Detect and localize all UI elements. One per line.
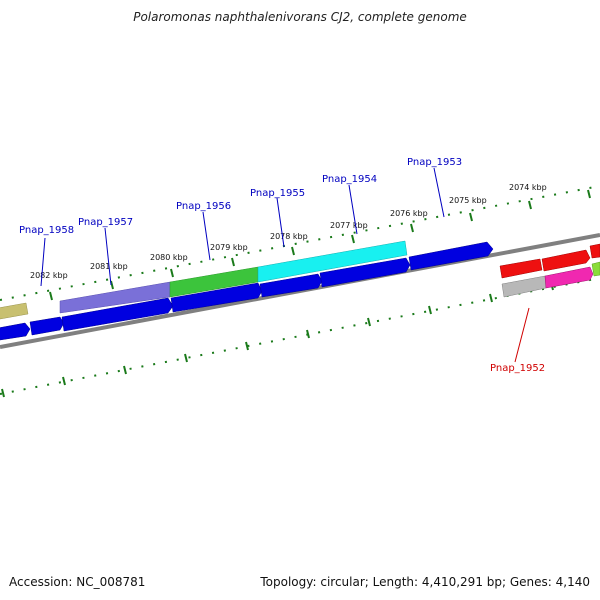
scale-label-2079: 2079 kbp bbox=[210, 243, 248, 252]
tick-2074 bbox=[528, 200, 532, 210]
lower-tick-4 bbox=[184, 353, 188, 363]
gene-pnap-1955[interactable] bbox=[257, 240, 408, 283]
scale-label-2082: 2082 kbp bbox=[30, 271, 68, 280]
tick-2075 bbox=[469, 212, 473, 222]
leader-pnap-1958 bbox=[40, 237, 46, 287]
tick-2078 bbox=[291, 246, 295, 256]
upper-scale-ticks bbox=[0, 185, 600, 301]
leader-pnap-1952 bbox=[514, 307, 530, 363]
scale-label-2078: 2078 kbp bbox=[270, 232, 308, 241]
genome-summary: Topology: circular; Length: 4,410,291 bp… bbox=[260, 575, 590, 589]
scale-label-2076: 2076 kbp bbox=[390, 209, 428, 218]
gene-pnap-1958[interactable] bbox=[29, 316, 65, 336]
gene-blue-left[interactable] bbox=[0, 322, 31, 341]
tick-2082 bbox=[49, 291, 53, 301]
tick-2081 bbox=[110, 280, 114, 290]
lower-tick-8 bbox=[428, 305, 432, 315]
tick-2079 bbox=[231, 257, 235, 267]
leader-pnap-1955 bbox=[276, 197, 285, 248]
leader-pnap-1953 bbox=[433, 167, 445, 218]
gene-red-1[interactable] bbox=[499, 258, 543, 279]
leader-pnap-1957 bbox=[104, 227, 112, 286]
tick-2076 bbox=[410, 223, 414, 233]
leader-pnap-1956 bbox=[202, 211, 211, 261]
leader-lines bbox=[40, 167, 530, 363]
gene-red-3[interactable] bbox=[589, 243, 600, 259]
gene-label-pnap-1952[interactable]: Pnap_1952 bbox=[490, 363, 545, 374]
gene-track-top bbox=[0, 240, 600, 320]
gene-label-pnap-1953[interactable]: Pnap_1953 bbox=[407, 157, 462, 168]
gene-blue-4[interactable] bbox=[319, 257, 411, 288]
leader-pnap-1954 bbox=[348, 184, 358, 235]
lower-tick-3 bbox=[123, 365, 127, 375]
gene-blue-2[interactable] bbox=[61, 297, 174, 332]
scale-label-2074: 2074 kbp bbox=[509, 183, 547, 192]
tick-2080 bbox=[170, 268, 174, 278]
gene-label-pnap-1956[interactable]: Pnap_1956 bbox=[176, 201, 231, 212]
lower-tick-9 bbox=[489, 293, 493, 303]
scale-label-2077: 2077 kbp bbox=[330, 221, 368, 230]
gene-label-pnap-1958[interactable]: Pnap_1958 bbox=[19, 225, 74, 236]
tick-2077 bbox=[351, 234, 355, 244]
gene-pnap-1952[interactable] bbox=[544, 266, 594, 289]
gene-label-pnap-1955[interactable]: Pnap_1955 bbox=[250, 188, 305, 199]
map-title: Polaromonas naphthalenivorans CJ2, compl… bbox=[133, 10, 467, 24]
lower-tick-7 bbox=[367, 317, 371, 327]
gene-track-bottom bbox=[0, 241, 600, 341]
scale-label-2080: 2080 kbp bbox=[150, 253, 188, 262]
scale-label-2075: 2075 kbp bbox=[449, 196, 487, 205]
gene-blue-3[interactable] bbox=[170, 282, 263, 313]
gene-label-pnap-1957[interactable]: Pnap_1957 bbox=[78, 217, 133, 228]
gene-lime-edge[interactable] bbox=[591, 261, 600, 277]
lower-tick-2 bbox=[62, 376, 66, 386]
gene-pnap-1954[interactable] bbox=[259, 273, 323, 298]
lower-tick-6 bbox=[306, 329, 310, 339]
gene-labels: Pnap_1958 Pnap_1957 Pnap_1956 Pnap_1955 … bbox=[19, 157, 545, 374]
gene-pnap-1953[interactable] bbox=[408, 241, 494, 271]
gene-olive-left[interactable] bbox=[0, 302, 29, 320]
gene-label-pnap-1954[interactable]: Pnap_1954 bbox=[322, 174, 377, 185]
lower-tick-1 bbox=[1, 388, 5, 398]
lower-tick-5 bbox=[245, 341, 249, 351]
gene-gray[interactable] bbox=[501, 275, 547, 298]
tick-2073 bbox=[587, 189, 591, 199]
accession-label: Accession: NC_008781 bbox=[9, 575, 146, 589]
gene-red-2[interactable] bbox=[541, 249, 591, 272]
